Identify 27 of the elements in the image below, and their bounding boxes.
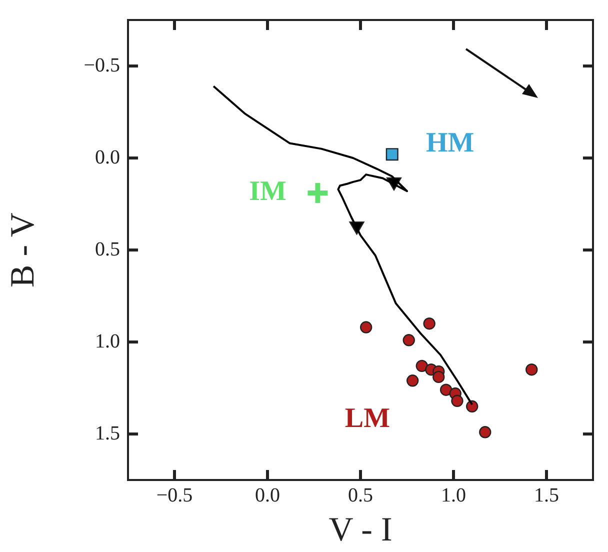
point <box>466 400 478 412</box>
series-label: LM <box>344 403 390 434</box>
point <box>432 370 445 384</box>
x-tick-label: 1.0 <box>441 484 466 506</box>
point <box>440 384 452 396</box>
y-tick-label: 0.0 <box>95 146 120 168</box>
y-axis-title: B - V <box>4 212 42 288</box>
y-tick-label: 1.0 <box>95 330 120 352</box>
point <box>479 426 492 438</box>
x-tick-label: 1.5 <box>534 484 559 506</box>
x-tick-label: −0.5 <box>156 484 193 506</box>
point <box>386 148 398 161</box>
y-tick-label: −0.5 <box>84 54 120 76</box>
x-tick-label: 0.0 <box>255 484 280 506</box>
point <box>360 321 372 334</box>
point <box>406 374 419 387</box>
x-tick-label: 0.5 <box>348 484 373 506</box>
point <box>423 318 436 330</box>
x-axis-title: V - I <box>328 512 392 549</box>
point <box>416 360 428 372</box>
point <box>451 394 464 407</box>
point <box>402 334 415 346</box>
y-tick-label: 0.5 <box>95 238 120 260</box>
series-label: IM <box>249 176 286 208</box>
y-tick-label: 1.5 <box>95 422 120 444</box>
point <box>526 364 538 376</box>
series-label: HM <box>426 128 474 159</box>
